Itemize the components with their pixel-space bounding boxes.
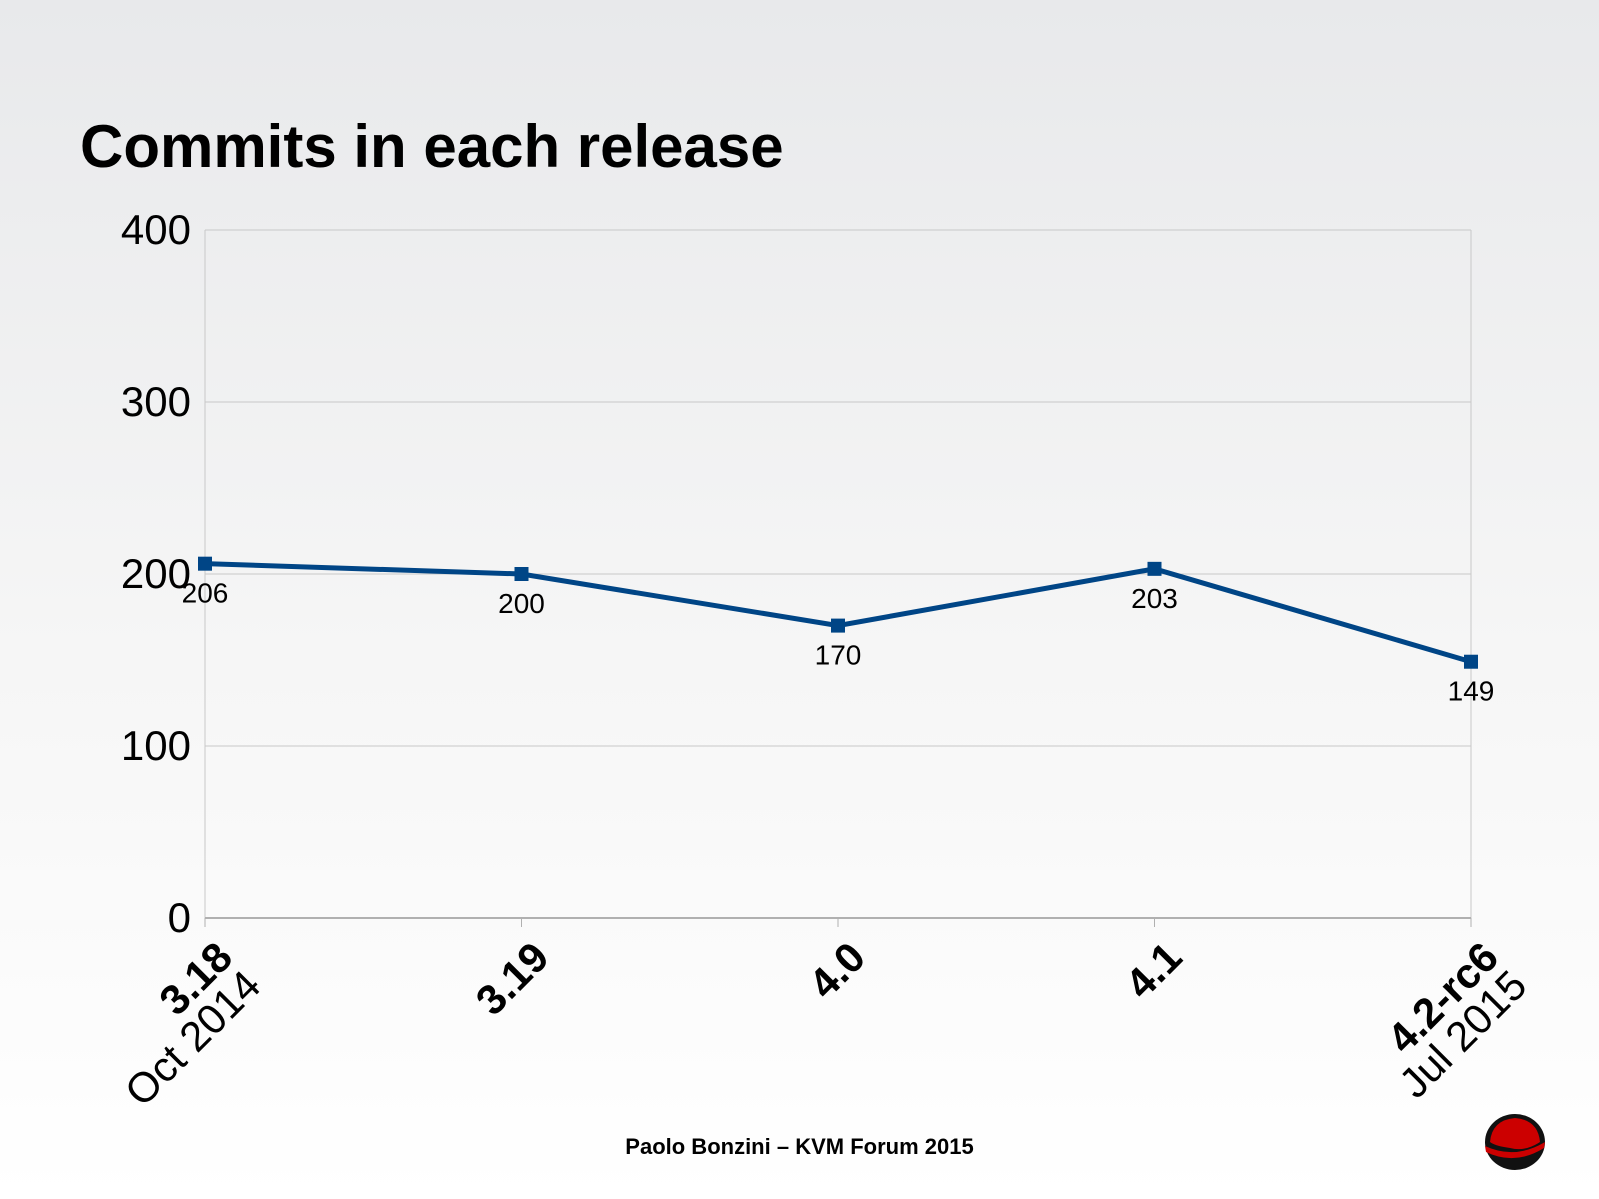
data-point xyxy=(198,556,212,571)
x-tick-label: 3.18Oct 2014 xyxy=(87,933,269,1115)
data-point xyxy=(1464,654,1478,669)
x-tick-label: 3.19 xyxy=(467,933,558,1024)
x-tick-label: 4.0 xyxy=(800,933,875,1008)
footer-text: Paolo Bonzini – KVM Forum 2015 xyxy=(625,1134,974,1159)
data-point xyxy=(1147,561,1162,576)
data-label: 149 xyxy=(1448,676,1495,707)
red-hat-logo xyxy=(1485,1114,1545,1170)
y-tick-label: 100 xyxy=(121,722,191,769)
y-tick-label: 400 xyxy=(121,206,191,253)
data-point xyxy=(514,567,529,581)
y-tick-label: 300 xyxy=(121,378,191,425)
y-tick-label: 200 xyxy=(121,550,191,597)
data-label: 200 xyxy=(498,588,545,619)
x-tick-label: 4.1 xyxy=(1116,933,1191,1008)
data-label: 170 xyxy=(815,640,862,671)
chart-title: Commits in each release xyxy=(80,113,784,180)
data-label: 203 xyxy=(1131,583,1178,614)
data-label: 206 xyxy=(182,578,229,609)
y-tick-label: 0 xyxy=(168,894,191,941)
x-tick-label: 4.2-rc6Jul 2015 xyxy=(1362,933,1536,1107)
data-point xyxy=(831,618,845,633)
